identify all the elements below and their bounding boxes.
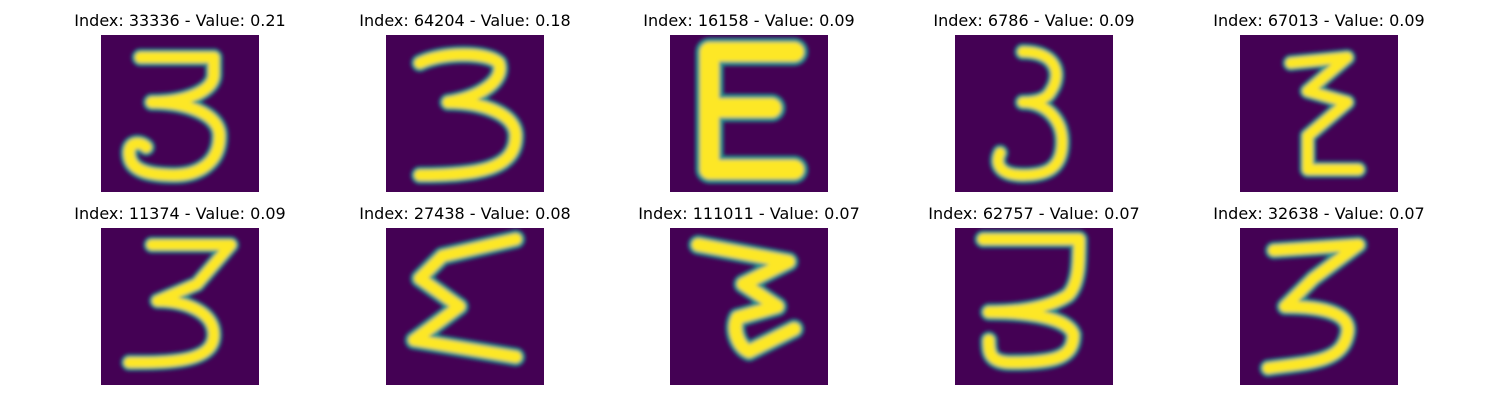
panel-title: Index: 33336 - Value: 0.21 [30, 11, 330, 31]
letter-image [386, 228, 544, 385]
panel-title: Index: 111011 - Value: 0.07 [599, 204, 899, 224]
panel-title: Index: 6786 - Value: 0.09 [884, 11, 1184, 31]
panel-title: Index: 62757 - Value: 0.07 [884, 204, 1184, 224]
digit-image [386, 35, 544, 192]
digit-image [101, 228, 259, 385]
panel-title: Index: 64204 - Value: 0.18 [315, 11, 615, 31]
panel-title: Index: 27438 - Value: 0.08 [315, 204, 615, 224]
panel-title: Index: 32638 - Value: 0.07 [1169, 204, 1469, 224]
panel-title: Index: 16158 - Value: 0.09 [599, 11, 899, 31]
digit-image [1240, 228, 1398, 385]
panel-title: Index: 67013 - Value: 0.09 [1169, 11, 1469, 31]
letter-image [670, 35, 828, 192]
digit-image [955, 228, 1113, 385]
digit-image [101, 35, 259, 192]
digit-image [955, 35, 1113, 192]
digit-image [670, 228, 828, 385]
digit-image [1240, 35, 1398, 192]
panel-title: Index: 11374 - Value: 0.09 [30, 204, 330, 224]
